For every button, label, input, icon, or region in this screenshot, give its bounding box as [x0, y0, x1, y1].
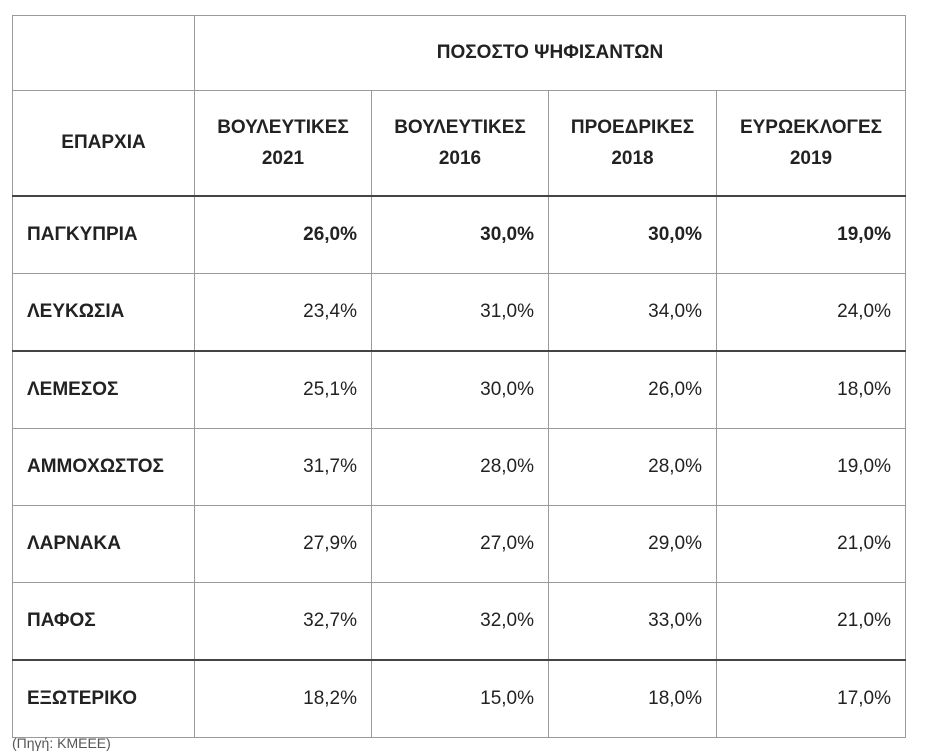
value-cell: 15,0%: [371, 659, 549, 738]
column-header-1-line2: 2021: [261, 148, 305, 169]
value-cell: 29,0%: [548, 505, 717, 583]
value-cell: 17,0%: [716, 659, 906, 738]
region-column-header: ΕΠΑΡΧΙΑ: [12, 90, 195, 197]
column-header-2-line1: ΒΟΥΛΕΥΤΙΚΕΣ: [394, 117, 526, 138]
column-header-3: ΠΡΟΕΔΡΙΚΕΣ 2018: [548, 90, 717, 197]
region-cell: ΠΑΓΚΥΠΡΙΑ: [12, 195, 195, 274]
value-cell: 18,0%: [716, 350, 906, 429]
value-cell: 26,0%: [194, 195, 372, 274]
column-header-3-line1: ΠΡΟΕΔΡΙΚΕΣ: [570, 117, 695, 138]
column-header-row: ΕΠΑΡΧΙΑ ΒΟΥΛΕΥΤΙΚΕΣ 2021 ΒΟΥΛΕΥΤΙΚΕΣ 2016 …: [12, 90, 906, 197]
column-header-2: ΒΟΥΛΕΥΤΙΚΕΣ 2016: [371, 90, 549, 197]
value-cell: 26,0%: [548, 350, 717, 429]
column-header-2-line2: 2016: [438, 148, 482, 169]
value-cell: 18,0%: [548, 659, 717, 738]
value-cell: 34,0%: [548, 273, 717, 352]
value-cell: 27,0%: [371, 505, 549, 583]
group-header-cell: ΠΟΣΟΣΤΟ ΨΗΦΙΣΑΝΤΩΝ: [194, 15, 906, 91]
value-cell: 19,0%: [716, 428, 906, 506]
table-row: ΛΕΜΕΣΟΣ 25,1% 30,0% 26,0% 18,0%: [12, 350, 906, 429]
value-cell: 30,0%: [371, 195, 549, 274]
turnout-table-container: ΠΟΣΟΣΤΟ ΨΗΦΙΣΑΝΤΩΝ ΕΠΑΡΧΙΑ ΒΟΥΛΕΥΤΙΚΕΣ 20…: [12, 15, 906, 738]
region-cell: ΕΞΩΤΕΡΙΚΟ: [12, 659, 195, 738]
value-cell: 24,0%: [716, 273, 906, 352]
value-cell: 28,0%: [371, 428, 549, 506]
table-row: ΑΜΜΟΧΩΣΤΟΣ 31,7% 28,0% 28,0% 19,0%: [12, 428, 906, 506]
group-header-row: ΠΟΣΟΣΤΟ ΨΗΦΙΣΑΝΤΩΝ: [12, 15, 906, 91]
column-header-1-line1: ΒΟΥΛΕΥΤΙΚΕΣ: [217, 117, 349, 138]
column-header-3-line2: 2018: [611, 148, 654, 169]
turnout-table: ΠΟΣΟΣΤΟ ΨΗΦΙΣΑΝΤΩΝ ΕΠΑΡΧΙΑ ΒΟΥΛΕΥΤΙΚΕΣ 20…: [12, 15, 906, 738]
region-cell: ΛΑΡΝΑΚΑ: [12, 505, 195, 583]
table-row: ΛΕΥΚΩΣΙΑ 23,4% 31,0% 34,0% 24,0%: [12, 273, 906, 352]
value-cell: 32,0%: [371, 582, 549, 661]
value-cell: 32,7%: [194, 582, 372, 661]
value-cell: 31,7%: [194, 428, 372, 506]
region-cell: ΛΕΥΚΩΣΙΑ: [12, 273, 195, 352]
value-cell: 18,2%: [194, 659, 372, 738]
region-cell: ΛΕΜΕΣΟΣ: [12, 350, 195, 429]
value-cell: 21,0%: [716, 505, 906, 583]
region-cell: ΠΑΦΟΣ: [12, 582, 195, 661]
value-cell: 28,0%: [548, 428, 717, 506]
table-row: ΠΑΦΟΣ 32,7% 32,0% 33,0% 21,0%: [12, 582, 906, 661]
value-cell: 23,4%: [194, 273, 372, 352]
value-cell: 19,0%: [716, 195, 906, 274]
table-row: ΠΑΓΚΥΠΡΙΑ 26,0% 30,0% 30,0% 19,0%: [12, 195, 906, 274]
value-cell: 25,1%: [194, 350, 372, 429]
region-cell: ΑΜΜΟΧΩΣΤΟΣ: [12, 428, 195, 506]
column-header-4: ΕΥΡΩΕΚΛΟΓΕΣ 2019: [716, 90, 906, 197]
value-cell: 27,9%: [194, 505, 372, 583]
value-cell: 30,0%: [548, 195, 717, 274]
value-cell: 30,0%: [371, 350, 549, 429]
value-cell: 33,0%: [548, 582, 717, 661]
empty-corner-cell: [12, 15, 195, 91]
table-row: ΛΑΡΝΑΚΑ 27,9% 27,0% 29,0% 21,0%: [12, 505, 906, 583]
column-header-4-line1: ΕΥΡΩΕΚΛΟΓΕΣ: [739, 117, 883, 138]
column-header-1: ΒΟΥΛΕΥΤΙΚΕΣ 2021: [194, 90, 372, 197]
value-cell: 31,0%: [371, 273, 549, 352]
value-cell: 21,0%: [716, 582, 906, 661]
table-row: ΕΞΩΤΕΡΙΚΟ 18,2% 15,0% 18,0% 17,0%: [12, 659, 906, 738]
source-note: (Πηγή: ΚΜΕΕΕ): [12, 735, 111, 751]
column-header-4-line2: 2019: [789, 148, 833, 169]
